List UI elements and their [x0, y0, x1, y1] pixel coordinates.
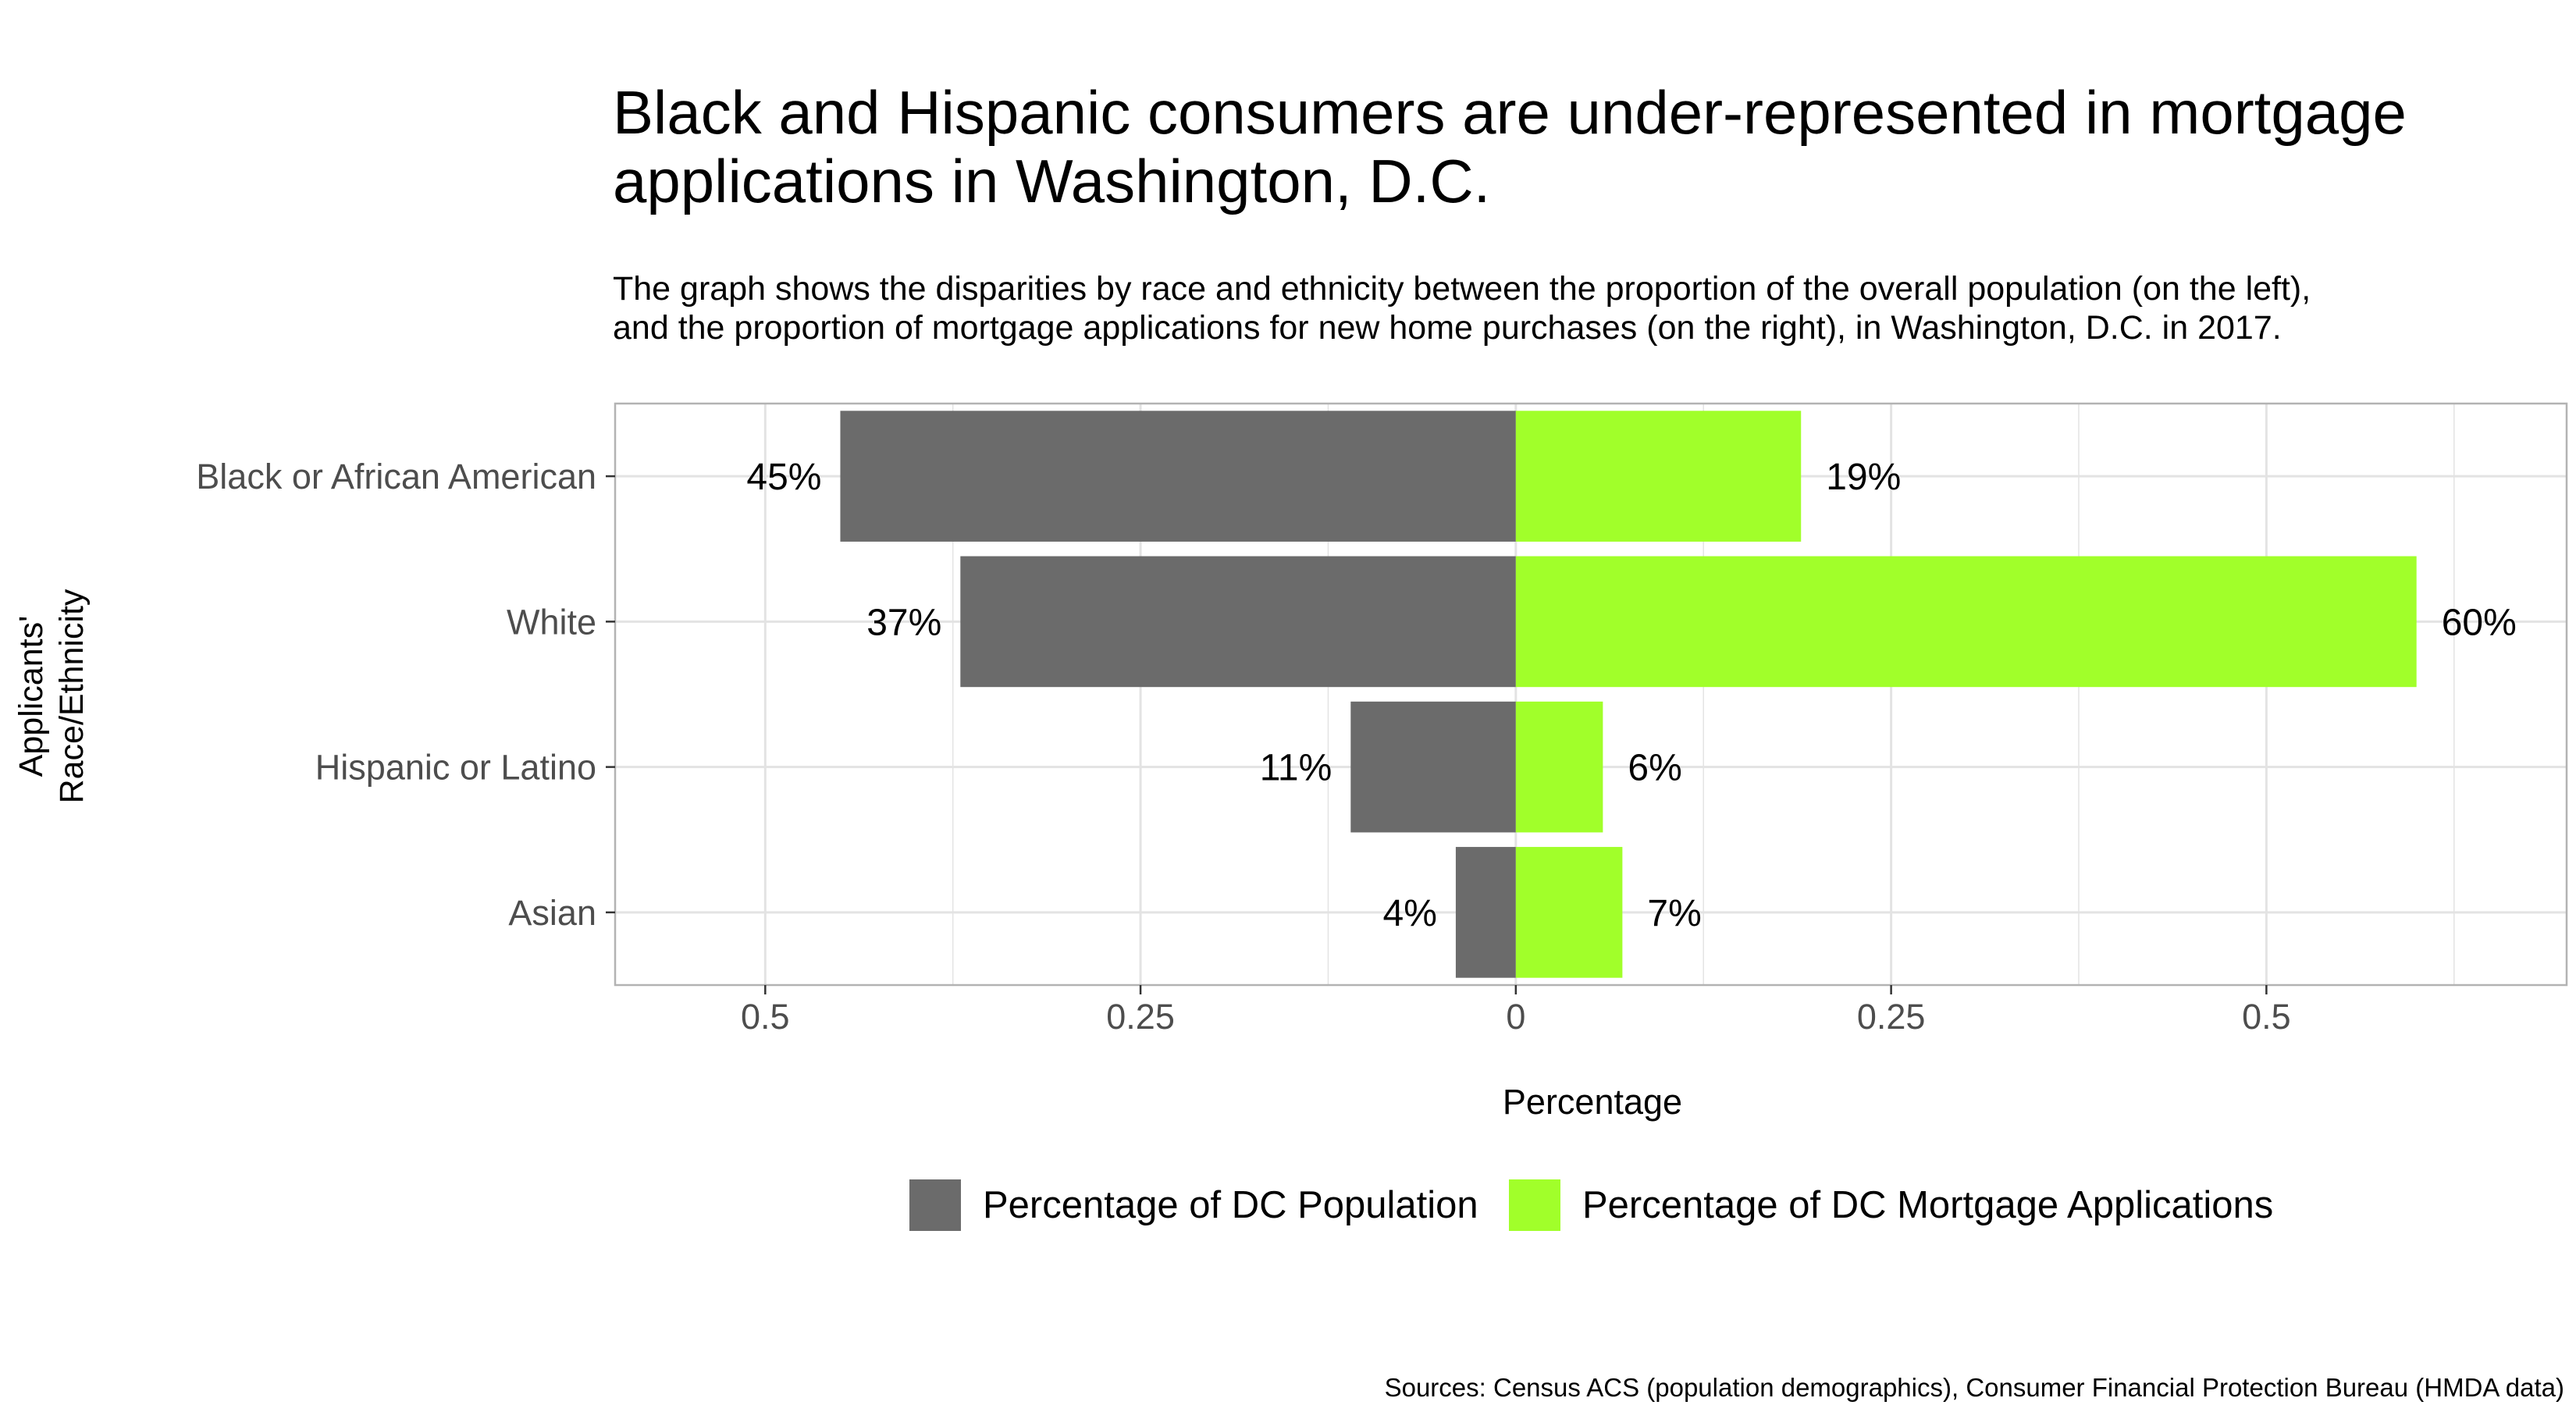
bar-right-2: [1515, 701, 1603, 833]
x-tick-label-0: 0.5: [741, 997, 790, 1037]
data-label-right-0: 19%: [1826, 457, 1901, 498]
chart-subtitle-line-1: The graph shows the disparities by race …: [613, 270, 2311, 308]
bar-left-3: [1455, 847, 1516, 978]
data-label-right-1: 60%: [2442, 602, 2517, 643]
data-label-left-3: 4%: [1383, 893, 1437, 934]
x-axis-title: Percentage: [1502, 1082, 1683, 1122]
legend-swatch-mortgage-applications: [1509, 1179, 1560, 1231]
legend-item-population: Percentage of DC Population: [909, 1179, 1478, 1232]
legend-item-mortgage-applications: Percentage of DC Mortgage Applications: [1509, 1179, 2273, 1232]
panel-border: [614, 402, 2568, 987]
x-tick-label-1: 0.25: [1106, 997, 1175, 1037]
chart-subtitle: The graph shows the disparities by race …: [613, 269, 2564, 347]
legend-label-population: Percentage of DC Population: [983, 1184, 1478, 1226]
bar-right-1: [1515, 556, 2417, 688]
data-label-left-1: 37%: [866, 602, 941, 643]
legend: Percentage of DC Population Percentage o…: [0, 1179, 2576, 1241]
x-tick-label-2: 0: [1506, 997, 1525, 1037]
chart-title-line-2: applications in Washington, D.C.: [613, 147, 1491, 215]
legend-swatch-population: [909, 1179, 961, 1231]
chart-subtitle-line-2: and the proportion of mortgage applicati…: [613, 309, 2282, 347]
bar-right-3: [1515, 847, 1623, 978]
data-label-left-2: 11%: [1260, 748, 1332, 789]
chart-caption: Sources: Census ACS (population demograp…: [1384, 1373, 2564, 1402]
data-label-left-0: 45%: [746, 457, 821, 498]
legend-label-mortgage-applications: Percentage of DC Mortgage Applications: [1582, 1184, 2274, 1226]
bar-right-0: [1515, 411, 1802, 542]
x-tick-label-3: 0.25: [1857, 997, 1926, 1037]
y-tick-label-0: Black or African American: [196, 457, 596, 496]
bar-left-2: [1350, 701, 1516, 833]
chart-title-line-1: Black and Hispanic consumers are under-r…: [613, 78, 2407, 147]
y-tick-label-3: Asian: [508, 893, 596, 933]
data-label-right-2: 6%: [1628, 748, 1681, 789]
bar-left-1: [960, 556, 1516, 688]
y-tick-label-1: White: [507, 602, 596, 642]
data-label-right-3: 7%: [1647, 893, 1701, 934]
bar-left-0: [840, 411, 1516, 542]
chart-title: Black and Hispanic consumers are under-r…: [613, 78, 2564, 215]
x-tick-label-4: 0.5: [2242, 997, 2291, 1037]
y-tick-label-2: Hispanic or Latino: [315, 748, 596, 788]
